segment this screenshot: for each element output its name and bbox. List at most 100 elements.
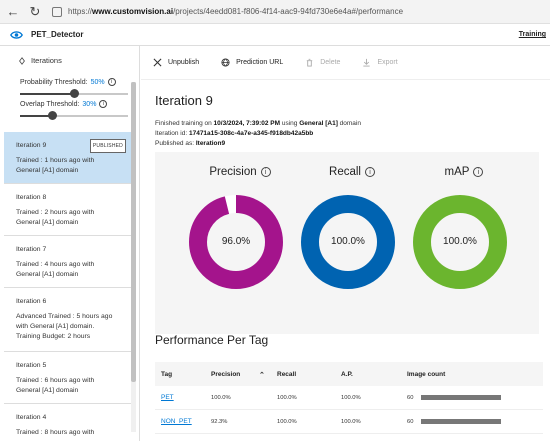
slider-thumb[interactable] [70, 89, 79, 98]
url-path: /projects/4eedd081-f806-4f14-aac9-94fd73… [173, 7, 404, 16]
site-info-icon[interactable] [52, 6, 62, 17]
probability-threshold-text: Probability Threshold: [20, 78, 88, 86]
metric-donut-map [413, 195, 507, 289]
info-icon[interactable]: i [364, 167, 375, 177]
column-recall[interactable]: Recall [277, 371, 297, 378]
donut-arc [413, 195, 507, 289]
iteration-detail: General [A1] domain [16, 167, 79, 174]
download-icon [363, 58, 371, 67]
scrollbar-thumb[interactable] [131, 82, 136, 382]
iteration-detail: Trained : 1 hours ago with [16, 157, 95, 164]
metric-donut-recall [301, 195, 395, 289]
project-name: PET_Detector [31, 30, 84, 39]
finished-date: 10/3/2024, 7:39:02 PM [213, 120, 281, 127]
finished-mid: using [280, 120, 300, 127]
column-tag[interactable]: Tag [161, 371, 173, 378]
iterations-icon [19, 56, 25, 65]
published-as-value: Iteration9 [195, 140, 226, 147]
trash-icon [307, 58, 313, 67]
address-bar[interactable]: https://www.customvision.ai/projects/4ee… [52, 3, 403, 21]
url-prefix: https:// [68, 7, 93, 16]
iteration-details: Finished training on 10/3/2024, 7:39:02 … [155, 119, 361, 149]
unpublish-button[interactable]: Unpublish [153, 58, 199, 67]
sort-ascending-icon[interactable]: ⌃ [259, 372, 265, 379]
performance-per-tag-title: Performance Per Tag [155, 333, 269, 347]
tag-ap: 100.0% [341, 395, 361, 401]
overlap-threshold-slider[interactable] [20, 111, 128, 121]
probability-threshold-value: 50% [90, 78, 105, 86]
iteration-detail: Trained : 4 hours ago with [16, 261, 95, 268]
image-count-bar [421, 395, 501, 400]
probability-threshold-slider[interactable] [20, 89, 128, 99]
metric-value-precision: 96.0% [221, 236, 251, 247]
iterations-header: Iterations [18, 56, 62, 65]
table-header: Tag Precision ⌃ Recall A.P. Image count [155, 362, 543, 386]
metric-label-map: mAP i [424, 166, 504, 178]
metric-value-map: 100.0% [443, 236, 477, 247]
info-icon[interactable]: i [99, 100, 108, 108]
export-label: Export [377, 59, 398, 66]
main-content: Unpublish Prediction URL Delete Export I… [141, 46, 550, 441]
column-image-count[interactable]: Image count [407, 371, 446, 378]
globe-icon [221, 58, 230, 67]
metric-name: mAP [444, 166, 470, 178]
iteration-item[interactable]: Iteration 6 Advanced Trained : 5 hours ag… [4, 288, 132, 352]
iteration-detail: Trained : 8 hours ago with [16, 429, 95, 436]
iteration-item[interactable]: Iteration 5 Trained : 6 hours ago with Gen… [4, 352, 132, 404]
performance-table: Tag Precision ⌃ Recall A.P. Image count … [155, 362, 543, 434]
iteration-name: Iteration 6 [16, 298, 47, 305]
table-body: PET 100.0% 100.0% 100.0% 60 NON_PET 92.3% 100.0… [155, 386, 543, 434]
table-row: NON_PET 92.3% 100.0% 100.0% 60 [155, 410, 543, 434]
url-host: www.customvision.ai [92, 7, 174, 16]
iteration-detail: General [A1] domain [16, 219, 79, 226]
info-icon[interactable]: i [473, 167, 484, 177]
finished-suffix: domain [337, 120, 361, 127]
slider-fill [20, 115, 53, 117]
delete-label: Delete [320, 59, 341, 66]
metric-label-recall: Recall i [312, 166, 392, 178]
page-title: Iteration 9 [155, 93, 213, 108]
iteration-name: Iteration 9 [16, 142, 47, 149]
finished-training-line: Finished training on 10/3/2024, 7:39:02 … [155, 119, 361, 129]
info-icon[interactable]: i [107, 78, 116, 86]
back-arrow-icon[interactable]: ← [6, 4, 20, 19]
iteration-toolbar: Unpublish Prediction URL Delete Export [141, 46, 550, 80]
column-ap[interactable]: A.P. [341, 371, 353, 378]
slider-thumb[interactable] [48, 111, 58, 120]
sidebar-scrollbar[interactable] [131, 82, 136, 432]
iteration-detail: General [A1] domain [16, 271, 79, 278]
tag-recall: 100.0% [277, 419, 297, 425]
export-button[interactable]: Export [362, 58, 398, 67]
metric-value-recall: 100.0% [331, 236, 365, 247]
iteration-id-value: 17471a15-308c-4a7e-a345-f918db42a5bb [188, 130, 314, 137]
overlap-threshold-value: 30% [82, 100, 97, 108]
training-link[interactable]: Training [518, 31, 546, 38]
iteration-name: Iteration 8 [16, 194, 47, 201]
table-row: PET 100.0% 100.0% 100.0% 60 [155, 386, 543, 410]
iteration-id-label: Iteration id: [155, 130, 189, 137]
iteration-item[interactable]: Iteration 4 Trained : 8 hours ago with [4, 404, 132, 441]
tag-image-count: 60 [407, 395, 414, 401]
overlap-threshold-text: Overlap Threshold: [20, 100, 80, 108]
tag-link[interactable]: NON_PET [161, 418, 192, 425]
iteration-item[interactable]: Iteration 7 Trained : 4 hours ago with Gen… [4, 236, 132, 288]
delete-button[interactable]: Delete [305, 58, 340, 67]
tag-recall: 100.0% [277, 395, 297, 401]
metric-donut-precision [189, 195, 283, 289]
tag-precision: 92.3% [211, 419, 228, 425]
info-icon[interactable]: i [260, 167, 271, 177]
iteration-item[interactable]: Iteration 8 Trained : 2 hours ago with Gen… [4, 184, 132, 236]
browser-toolbar: ← ↻ https://www.customvision.ai/projects… [0, 0, 550, 24]
iteration-item[interactable]: Iteration 9 Trained : 1 hours ago with Gen… [4, 132, 132, 184]
prediction-url-button[interactable]: Prediction URL [221, 58, 283, 67]
iterations-label: Iterations [31, 56, 62, 65]
donut-arc [301, 195, 395, 289]
refresh-icon[interactable]: ↻ [29, 3, 41, 19]
column-precision[interactable]: Precision [211, 371, 241, 378]
tag-link[interactable]: PET [161, 394, 174, 401]
slider-fill [20, 93, 74, 95]
iterations-sidebar: Iterations Probability Threshold: 50% i Ov… [0, 46, 140, 441]
finished-prefix: Finished training on [155, 120, 214, 127]
metric-label-precision: Precision i [200, 166, 280, 178]
published-as-line: Published as: Iteration9 [155, 139, 361, 149]
